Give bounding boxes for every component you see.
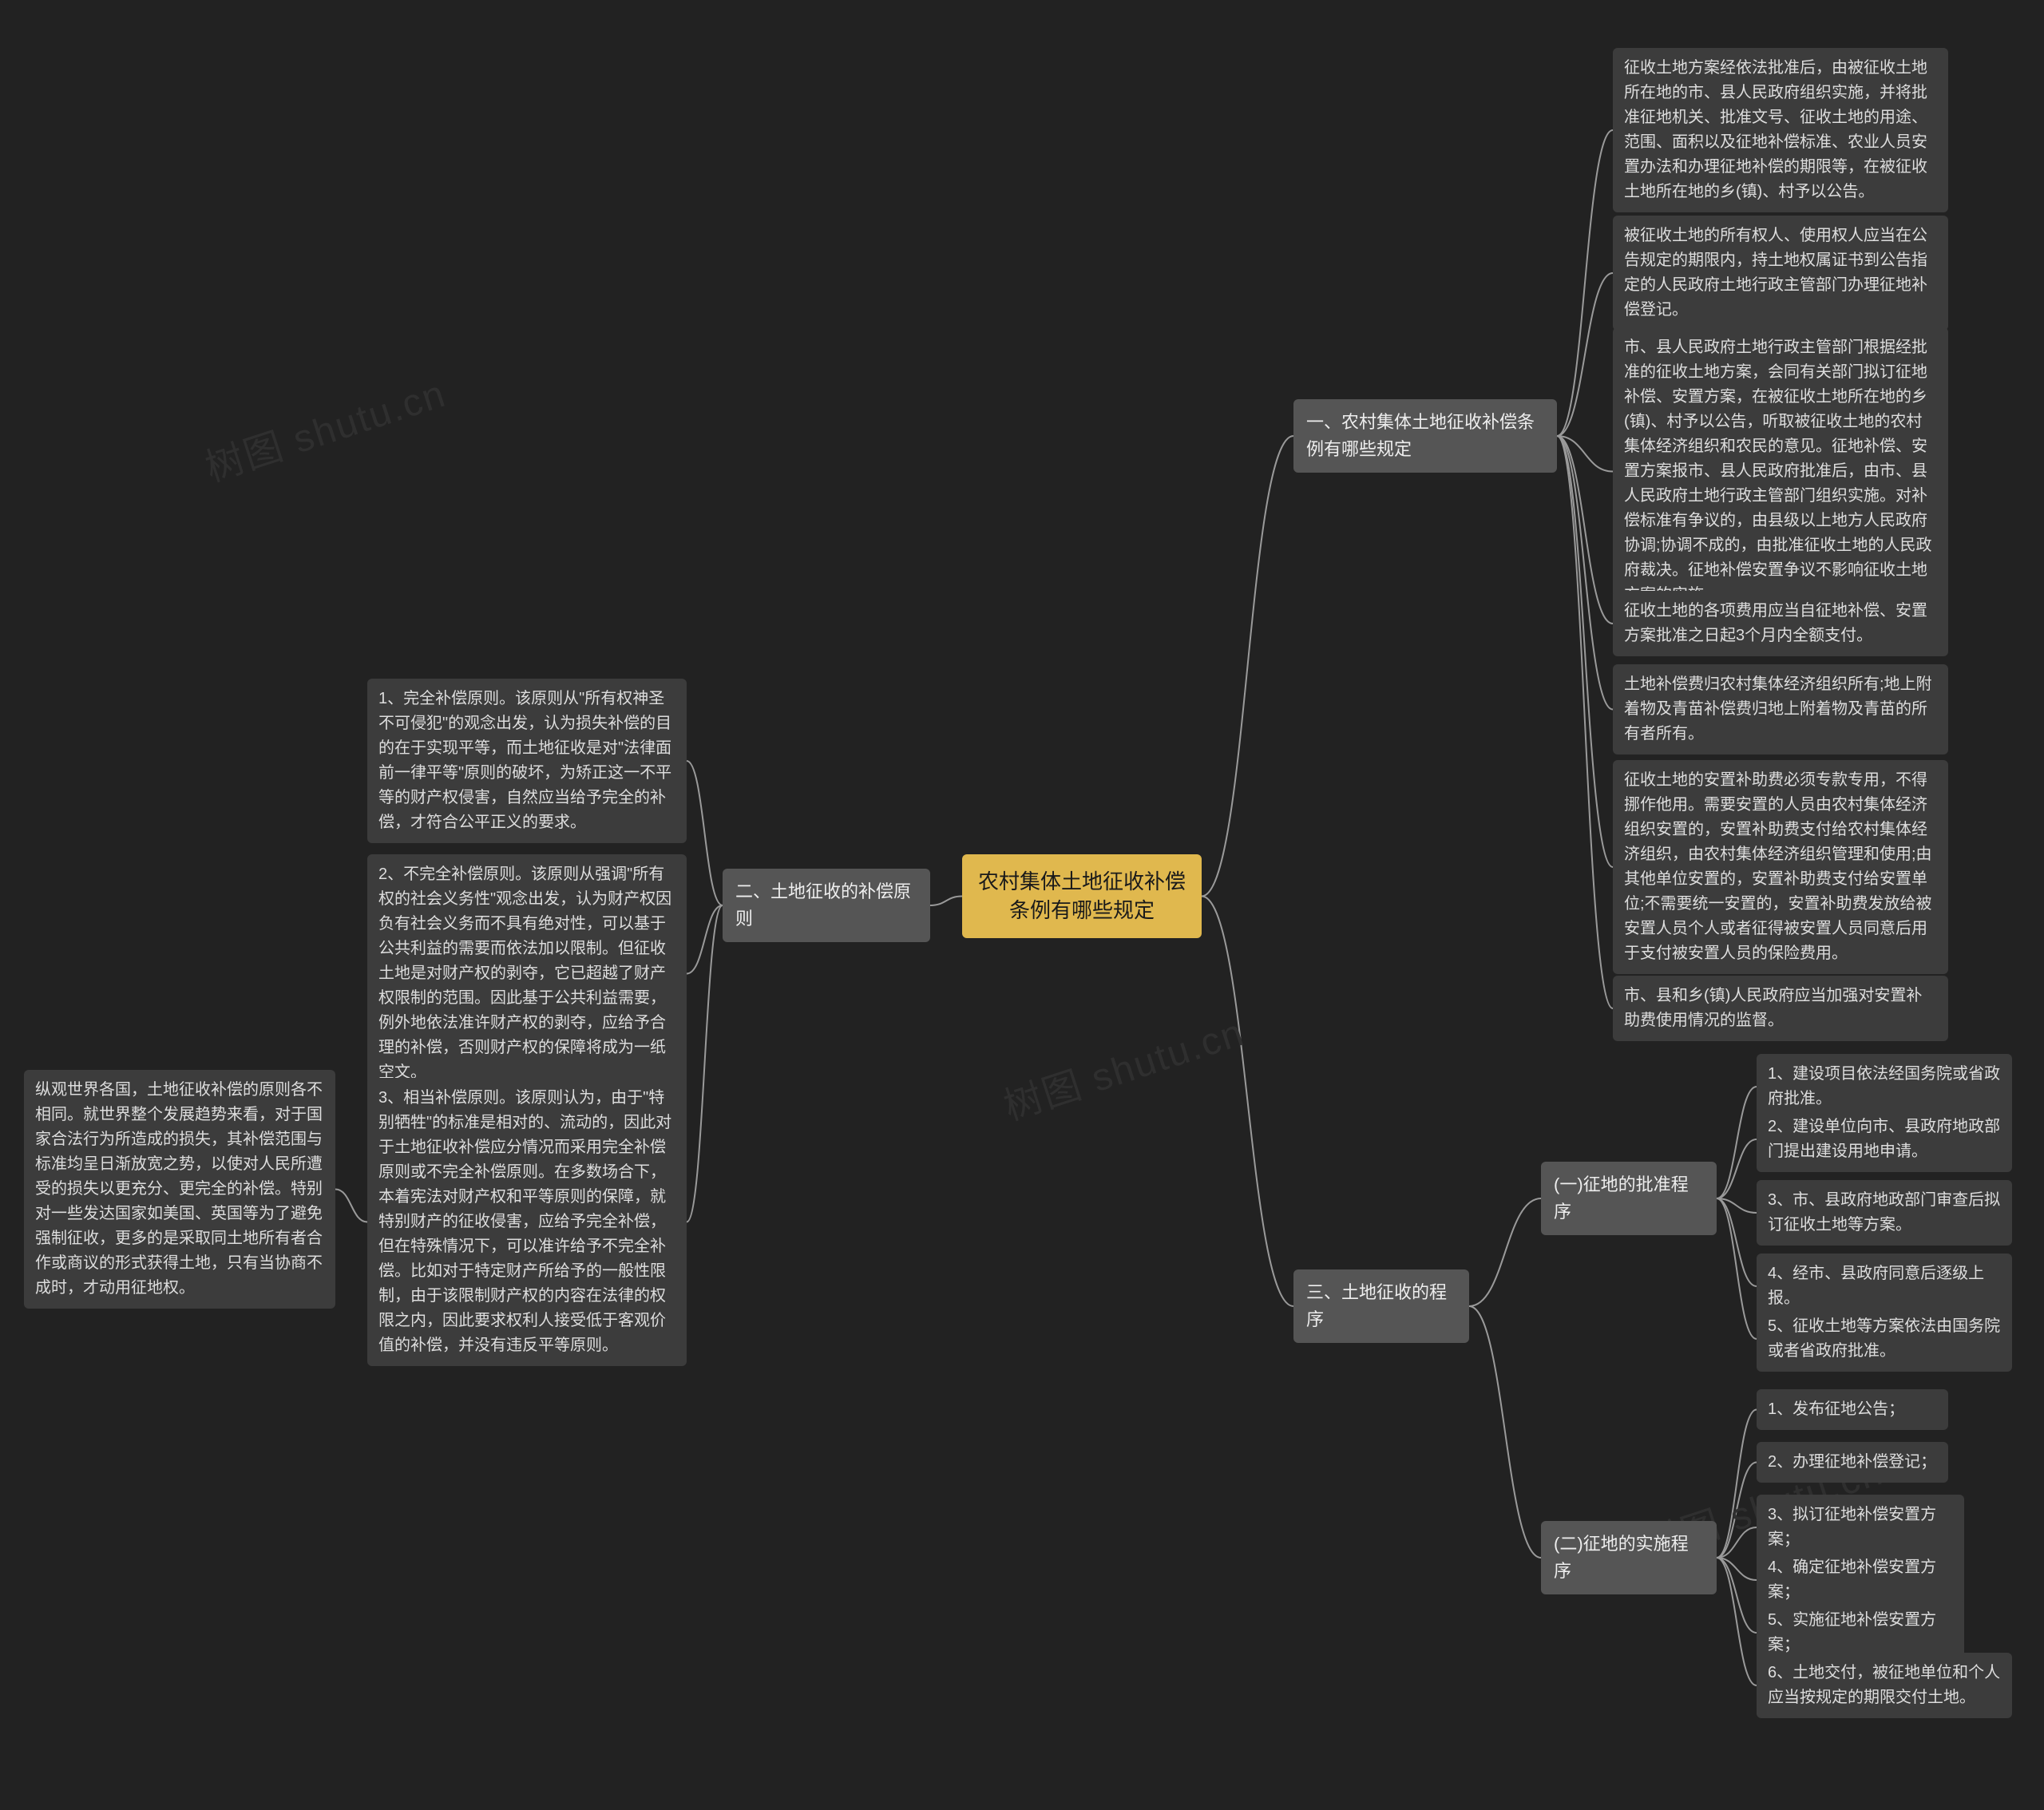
connector [1717, 1139, 1757, 1198]
mindmap-node-b3b6[interactable]: 6、土地交付，被征地单位和个人应当按规定的期限交付土地。 [1757, 1653, 2012, 1718]
connector [930, 897, 962, 906]
watermark: 树图 shutu.cn [996, 1000, 1250, 1131]
connector [1557, 273, 1613, 436]
mindmap-node-b1c4[interactable]: 征收土地的各项费用应当自征地补偿、安置方案批准之日起3个月内全额支付。 [1613, 591, 1948, 656]
mindmap-node-b3[interactable]: 三、土地征收的程序 [1293, 1269, 1469, 1343]
mindmap-node-b1c2[interactable]: 被征收土地的所有权人、使用权人应当在公告规定的期限内，持土地权属证书到公告指定的… [1613, 216, 1948, 331]
connector [1557, 436, 1613, 1008]
connector [1717, 1410, 1757, 1559]
connector [1557, 436, 1613, 710]
mindmap-node-b1c1[interactable]: 征收土地方案经依法批准后，由被征收土地所在地的市、县人民政府组织实施，并将批准征… [1613, 48, 1948, 212]
connector [1202, 897, 1293, 1307]
mindmap-node-b2c3x[interactable]: 纵观世界各国，土地征收补偿的原则各不相同。就世界整个发展趋势来看，对于国家合法行… [24, 1070, 335, 1309]
mindmap-node-b3b[interactable]: (二)征地的实施程序 [1541, 1521, 1717, 1594]
connector [1717, 1558, 1757, 1685]
mindmap-node-b1c6[interactable]: 征收土地的安置补助费必须专款专用，不得挪作他用。需要安置的人员由农村集体经济组织… [1613, 760, 1948, 974]
mindmap-node-b3b1[interactable]: 1、发布征地公告； [1757, 1389, 1948, 1430]
connector [1469, 1306, 1541, 1558]
connector [1557, 436, 1613, 867]
connector [1557, 130, 1613, 436]
mindmap-node-root[interactable]: 农村集体土地征收补偿条例有哪些规定 [962, 854, 1202, 938]
connector [1717, 1463, 1757, 1559]
mindmap-node-b2c3[interactable]: 3、相当补偿原则。该原则认为，由于"特别牺牲"的标准是相对的、流动的，因此对于土… [367, 1078, 687, 1366]
connector [1557, 436, 1613, 472]
connector [1202, 436, 1293, 897]
mindmap-node-b3a2[interactable]: 2、建设单位向市、县政府地政部门提出建设用地申请。 [1757, 1107, 2012, 1172]
mindmap-node-b1c7[interactable]: 市、县和乡(镇)人民政府应当加强对安置补助费使用情况的监督。 [1613, 976, 1948, 1041]
connector [1717, 1558, 1757, 1633]
connector [1717, 1527, 1757, 1558]
connector [1557, 436, 1613, 624]
connector [1717, 1558, 1757, 1580]
connector [1717, 1087, 1757, 1198]
connector [687, 905, 723, 974]
mindmap-node-b2[interactable]: 二、土地征收的补偿原则 [723, 869, 930, 942]
connector [335, 1190, 367, 1222]
mindmap-node-b2c2[interactable]: 2、不完全补偿原则。该原则从强调"所有权的社会义务性"观念出发，认为财产权因负有… [367, 854, 687, 1093]
mindmap-node-b2c1[interactable]: 1、完全补偿原则。该原则从"所有权神圣不可侵犯"的观念出发，认为损失补偿的目的在… [367, 679, 687, 843]
mindmap-canvas: 树图 shutu.cn树图 shutu.cn树图 shutu.cn树图 shut… [0, 0, 2044, 1810]
connector [687, 761, 723, 905]
connector [1717, 1198, 1757, 1213]
connector [687, 905, 723, 1222]
mindmap-node-b1c5[interactable]: 土地补偿费归农村集体经济组织所有;地上附着物及青苗补偿费归地上附着物及青苗的所有… [1613, 664, 1948, 754]
connector [1717, 1198, 1757, 1339]
mindmap-node-b3a3[interactable]: 3、市、县政府地政部门审查后拟订征收土地等方案。 [1757, 1180, 2012, 1246]
mindmap-node-b3a[interactable]: (一)征地的批准程序 [1541, 1162, 1717, 1235]
mindmap-node-b3b2[interactable]: 2、办理征地补偿登记； [1757, 1442, 1948, 1483]
mindmap-node-b1[interactable]: 一、农村集体土地征收补偿条例有哪些规定 [1293, 399, 1557, 473]
mindmap-node-b3a5[interactable]: 5、征收土地等方案依法由国务院或者省政府批准。 [1757, 1306, 2012, 1372]
mindmap-node-b1c3[interactable]: 市、县人民政府土地行政主管部门根据经批准的征收土地方案，会同有关部门拟订征地补偿… [1613, 327, 1948, 616]
connector [1469, 1198, 1541, 1306]
watermark: 树图 shutu.cn [197, 362, 452, 492]
connector [1717, 1198, 1757, 1286]
